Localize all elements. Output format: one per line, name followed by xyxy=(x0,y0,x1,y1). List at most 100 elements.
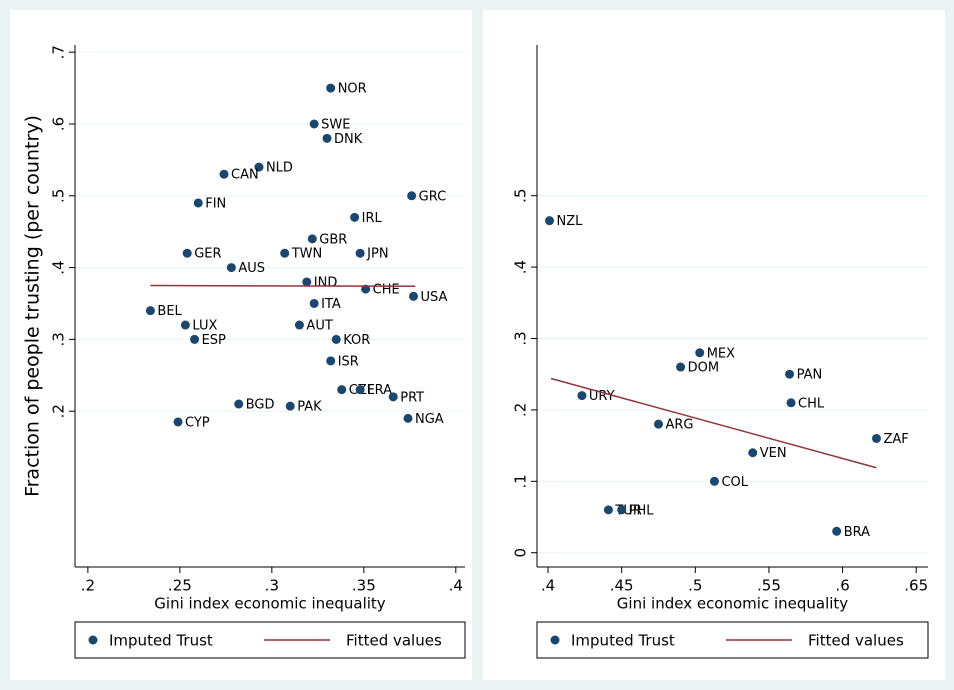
point-label: LUX xyxy=(192,319,217,334)
point-label: NZL xyxy=(557,214,584,229)
point-label: SWE xyxy=(321,117,350,132)
point-label: DNK xyxy=(334,132,363,147)
point xyxy=(193,198,203,208)
point xyxy=(309,119,319,129)
point-label: GBR xyxy=(319,232,347,247)
point xyxy=(355,385,365,395)
point xyxy=(307,234,317,244)
legend-marker xyxy=(88,635,98,645)
fitted-line xyxy=(150,284,416,288)
point xyxy=(182,248,192,258)
point-label: NOR xyxy=(338,82,367,97)
y-tick-label: .3 xyxy=(50,332,68,346)
point-label: PAN xyxy=(797,368,823,383)
legend-label: Fitted values xyxy=(346,632,442,650)
y-tick-label: .1 xyxy=(512,474,530,488)
point-label: AUT xyxy=(306,319,332,334)
point-label: ARG xyxy=(665,418,693,433)
x-tick-label: .25 xyxy=(168,577,192,595)
point-label: CHE xyxy=(373,283,400,298)
point-label: KOR xyxy=(343,333,370,348)
y-tick-label: .7 xyxy=(50,45,68,59)
point-label: COL xyxy=(721,475,748,490)
point xyxy=(709,476,719,486)
point-label: IRL xyxy=(362,211,383,226)
y-tick-label: .2 xyxy=(512,403,530,417)
point-label: BRA xyxy=(844,525,870,540)
point-label: CHL xyxy=(798,396,825,411)
point xyxy=(408,291,418,301)
point-label: GRC xyxy=(419,189,447,204)
x-tick-label: .35 xyxy=(352,577,376,595)
legend-label: Fitted values xyxy=(808,632,904,650)
point-label: FIN xyxy=(205,196,226,211)
point-label: TWN xyxy=(291,247,323,262)
point-label: CAN xyxy=(231,168,259,183)
point xyxy=(832,526,842,536)
point-label: ESP xyxy=(202,333,226,348)
point-label: ISR xyxy=(338,354,359,369)
legend-label: Imputed Trust xyxy=(109,632,213,650)
point xyxy=(748,448,758,458)
point xyxy=(180,320,190,330)
point xyxy=(280,248,290,258)
point xyxy=(337,385,347,395)
point xyxy=(603,505,613,515)
point-label: ITA xyxy=(321,297,341,312)
point xyxy=(326,83,336,93)
point-label: IND xyxy=(314,275,338,290)
point xyxy=(361,284,371,294)
point-label: BEL xyxy=(157,304,182,319)
x-tick-label: .5 xyxy=(688,577,702,595)
point-label: MEX xyxy=(707,346,735,361)
point xyxy=(577,391,587,401)
point xyxy=(407,191,417,201)
point xyxy=(653,419,663,429)
point xyxy=(309,298,319,308)
y-tick-label: .2 xyxy=(50,404,68,418)
point xyxy=(302,277,312,287)
point-label: USA xyxy=(420,290,447,305)
point xyxy=(234,399,244,409)
point xyxy=(871,433,881,443)
point xyxy=(326,356,336,366)
point xyxy=(388,392,398,402)
point xyxy=(350,212,360,222)
point-label: NGA xyxy=(415,412,444,427)
fitted-line xyxy=(550,377,877,469)
y-tick-label: .4 xyxy=(50,260,68,274)
point xyxy=(785,369,795,379)
point xyxy=(786,398,796,408)
y-tick-label: .5 xyxy=(50,189,68,203)
point xyxy=(355,248,365,258)
point xyxy=(190,334,200,344)
point xyxy=(545,216,555,226)
point xyxy=(226,263,236,273)
y-tick-label: .3 xyxy=(512,331,530,345)
x-tick-label: .45 xyxy=(610,577,634,595)
x-axis-title: Gini index economic inequality xyxy=(154,595,386,613)
panel xyxy=(10,10,472,680)
x-tick-label: .3 xyxy=(265,577,279,595)
x-tick-label: .55 xyxy=(757,577,781,595)
point-label: VEN xyxy=(760,446,787,461)
point-label: DOM xyxy=(688,361,719,376)
point-label: AUS xyxy=(238,261,265,276)
point-label: PHL xyxy=(629,503,655,518)
x-tick-label: .6 xyxy=(835,577,849,595)
point-label: FRA xyxy=(367,383,392,398)
point xyxy=(285,401,295,411)
legend-marker xyxy=(550,635,560,645)
y-tick-label: 0 xyxy=(512,548,530,558)
y-tick-label: .6 xyxy=(50,117,68,131)
point-label: NLD xyxy=(266,161,293,176)
legend-label: Imputed Trust xyxy=(571,632,675,650)
y-tick-label: .5 xyxy=(512,189,530,203)
point-label: URY xyxy=(589,389,615,404)
point xyxy=(294,320,304,330)
point-label: ZAF xyxy=(883,432,908,447)
point-label: CYP xyxy=(185,415,210,430)
point xyxy=(695,348,705,358)
